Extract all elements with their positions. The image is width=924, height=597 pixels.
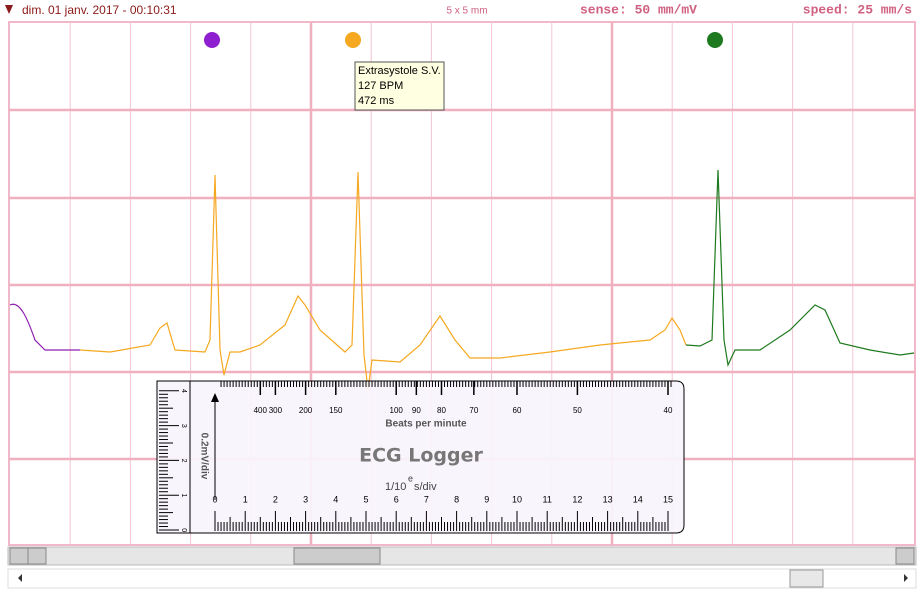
time-tick-label: 10 — [512, 494, 522, 504]
time-tick-label: 14 — [633, 494, 643, 504]
bpm-tick-label: 400 — [254, 406, 268, 415]
amplitude-tick-label: 3 — [180, 424, 187, 428]
time-tick-label: 1 — [243, 494, 248, 504]
scrollbar-track[interactable] — [7, 546, 917, 566]
menu-arrow[interactable] — [5, 5, 13, 14]
header-bar — [0, 0, 924, 20]
bpm-tick-label: 90 — [412, 406, 421, 415]
sense: sense: 50 mm/mV — [580, 2, 697, 17]
time-tick-label: 7 — [424, 494, 429, 504]
scroll-right[interactable] — [904, 574, 908, 582]
ecg-trace-orange — [79, 171, 687, 391]
time-tick-label: 3 — [303, 494, 308, 504]
tooltip — [354, 61, 445, 111]
beat-marker[interactable] — [204, 32, 220, 48]
amplitude-tick-label: 4 — [180, 389, 187, 393]
time-tick-label: 5 — [363, 494, 368, 504]
bpm-tick-label: 50 — [573, 406, 582, 415]
tooltip-line: 127 BPM — [358, 80, 403, 92]
tooltip-line: 472 ms — [358, 95, 395, 107]
amplitude-tick-label: 2 — [180, 459, 187, 463]
ecg-trace-purple — [9, 303, 80, 351]
scrollbar-thumb[interactable] — [293, 547, 381, 565]
bpm-tick-label: 200 — [299, 406, 313, 415]
ruler-title: ECG Logger — [359, 445, 483, 467]
time-label-base: 1/10 — [385, 481, 406, 493]
bpm-tick-label: 40 — [664, 406, 673, 415]
bpm-tick-label: 100 — [390, 406, 404, 415]
time-label-unit: s/div — [414, 481, 437, 493]
time-tick-label: 11 — [543, 494, 552, 504]
grid-size: 5 x 5 mm — [446, 6, 487, 17]
time-tick-label: 12 — [572, 494, 582, 504]
time-label-exp: e — [408, 473, 413, 483]
bpm-tick-label: 70 — [469, 406, 478, 415]
tooltip-line: Extrasystole S.V. — [358, 65, 441, 77]
time-tick-label: 2 — [273, 494, 278, 504]
time-tick-label: 15 — [663, 494, 673, 504]
amplitude-label: 0.2mV/div — [198, 433, 209, 480]
ecg-trace-green — [685, 169, 915, 368]
bpm-tick-label: 80 — [437, 406, 446, 415]
scroll-button[interactable] — [9, 547, 29, 565]
time-tick-label: 9 — [484, 494, 489, 504]
scrollbar-track[interactable] — [7, 568, 917, 589]
time-tick-label: 13 — [603, 494, 613, 504]
bpm-tick-label: 60 — [513, 406, 522, 415]
amplitude-tick-label: 1 — [180, 493, 187, 497]
speed: speed: 25 mm/s — [803, 2, 912, 17]
ruler[interactable] — [156, 380, 685, 534]
bpm-tick-label: 150 — [329, 406, 343, 415]
time-tick-label: 6 — [394, 494, 399, 504]
datetime: dim. 01 janv. 2017 - 00:10:31 — [22, 3, 177, 17]
beat-marker[interactable] — [707, 32, 723, 48]
scroll-button[interactable] — [27, 547, 47, 565]
scroll-left[interactable] — [18, 574, 22, 582]
time-tick-label: 8 — [454, 494, 459, 504]
beat-marker[interactable] — [345, 32, 361, 48]
bpm-tick-label: 300 — [269, 406, 283, 415]
time-tick-label: 0 — [212, 494, 217, 504]
time-tick-label: 4 — [333, 494, 338, 504]
grid-border — [8, 21, 916, 546]
bpm-label: Beats per minute — [385, 419, 467, 430]
amplitude-tick-label: 0 — [180, 528, 187, 532]
scroll-button[interactable] — [895, 547, 915, 565]
ruler-arrow — [211, 393, 219, 402]
scrollbar-thumb[interactable] — [789, 569, 824, 588]
